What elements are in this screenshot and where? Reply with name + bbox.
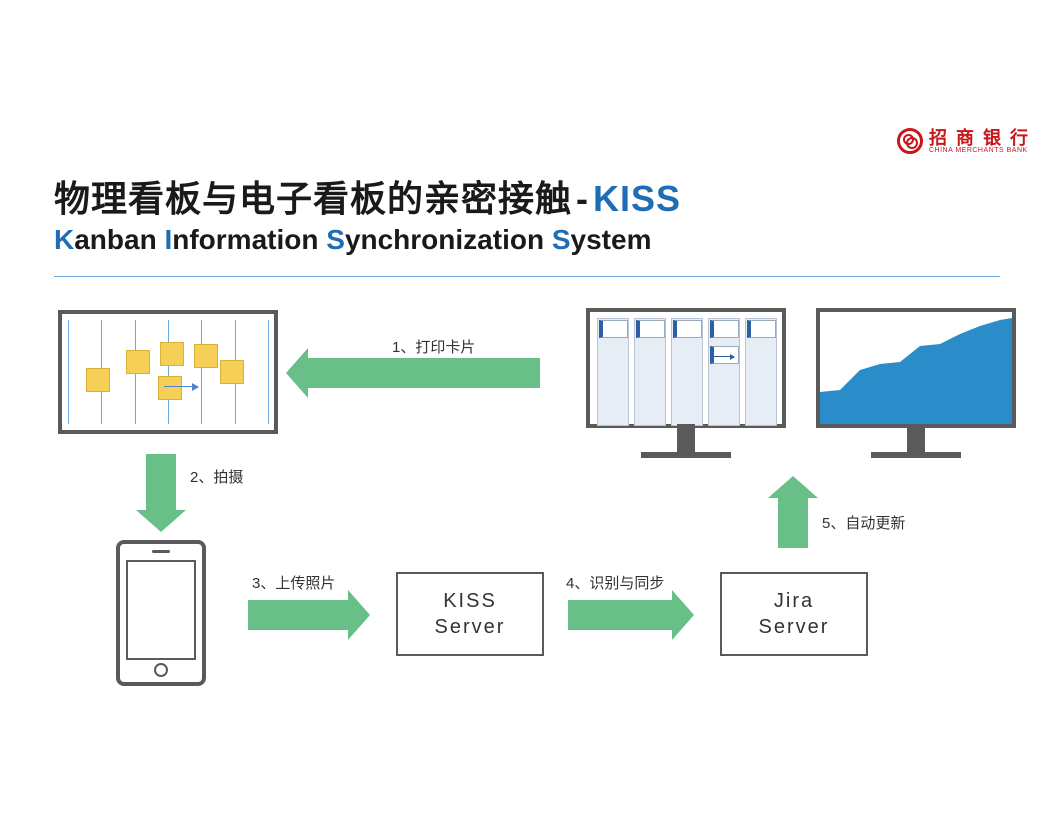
digital-card xyxy=(710,320,739,338)
step3-label: 3、上传照片 xyxy=(252,572,335,593)
phone-icon xyxy=(116,540,206,686)
sticky-note xyxy=(194,344,218,368)
arrow-step3 xyxy=(248,600,348,630)
area-chart xyxy=(820,312,1012,424)
step5-label: 5、自动更新 xyxy=(822,512,905,533)
board-gridline xyxy=(68,320,69,424)
monitor-stand xyxy=(907,424,925,452)
kiss-server-l2: Server xyxy=(435,614,506,640)
jira-server-l2: Server xyxy=(759,614,830,640)
cap-s1: S xyxy=(326,224,345,255)
chart-series xyxy=(820,318,1012,424)
logo-mark-icon xyxy=(897,128,923,154)
digital-card xyxy=(599,320,628,338)
board-gridline xyxy=(201,320,202,424)
phone-screen xyxy=(126,560,196,660)
title-cn-prefix: 物理看板与电子看板的亲密接触 xyxy=(54,178,572,219)
step2-label: 2、拍摄 xyxy=(190,466,243,487)
sticky-note xyxy=(220,360,244,384)
monitor-stand xyxy=(677,424,695,452)
title-cn: 物理看板与电子看板的亲密接触-KISS xyxy=(54,170,681,222)
digital-kanban-monitor xyxy=(586,308,786,428)
board-flow-arrow-icon xyxy=(164,386,198,387)
arrow-step4 xyxy=(568,600,672,630)
board-gridline xyxy=(268,320,269,424)
arrow-step5 xyxy=(778,498,808,548)
arrow-step1 xyxy=(308,358,540,388)
jira-server-box: Jira Server xyxy=(720,572,868,656)
digital-card xyxy=(673,320,702,338)
digital-card xyxy=(747,320,776,338)
monitor-base xyxy=(871,452,961,458)
arrow-step2 xyxy=(146,454,176,510)
chart-monitor xyxy=(816,308,1016,428)
slide: 招 商 银 行 CHINA MERCHANTS BANK 物理看板与电子看板的亲… xyxy=(0,0,1054,814)
monitor-base xyxy=(641,452,731,458)
logo-cn: 招 商 银 行 xyxy=(929,129,1030,147)
sticky-note xyxy=(86,368,110,392)
title-block: 物理看板与电子看板的亲密接触-KISS Kanban Information S… xyxy=(54,170,681,256)
kiss-server-l1: KISS xyxy=(435,588,506,614)
title-en: Kanban Information Synchronization Syste… xyxy=(54,224,681,256)
step4-label: 4、识别与同步 xyxy=(566,572,664,593)
jira-server-l1: Jira xyxy=(759,588,830,614)
logo-text: 招 商 银 行 CHINA MERCHANTS BANK xyxy=(929,129,1030,154)
title-dash: - xyxy=(576,178,589,219)
digital-flow-arrow-icon xyxy=(712,356,734,357)
board-gridline xyxy=(168,320,169,424)
sticky-note xyxy=(160,342,184,366)
sticky-note xyxy=(126,350,150,374)
bank-logo: 招 商 银 行 CHINA MERCHANTS BANK xyxy=(897,128,1030,154)
title-underline xyxy=(54,276,1000,277)
cap-k: K xyxy=(54,224,74,255)
kiss-server-box: KISS Server xyxy=(396,572,544,656)
digital-card xyxy=(636,320,665,338)
physical-kanban-board xyxy=(58,310,278,434)
title-highlight: KISS xyxy=(593,178,681,219)
step1-label: 1、打印卡片 xyxy=(392,336,475,357)
logo-en: CHINA MERCHANTS BANK xyxy=(929,147,1030,154)
cap-s2: S xyxy=(552,224,571,255)
sticky-note xyxy=(158,376,182,400)
